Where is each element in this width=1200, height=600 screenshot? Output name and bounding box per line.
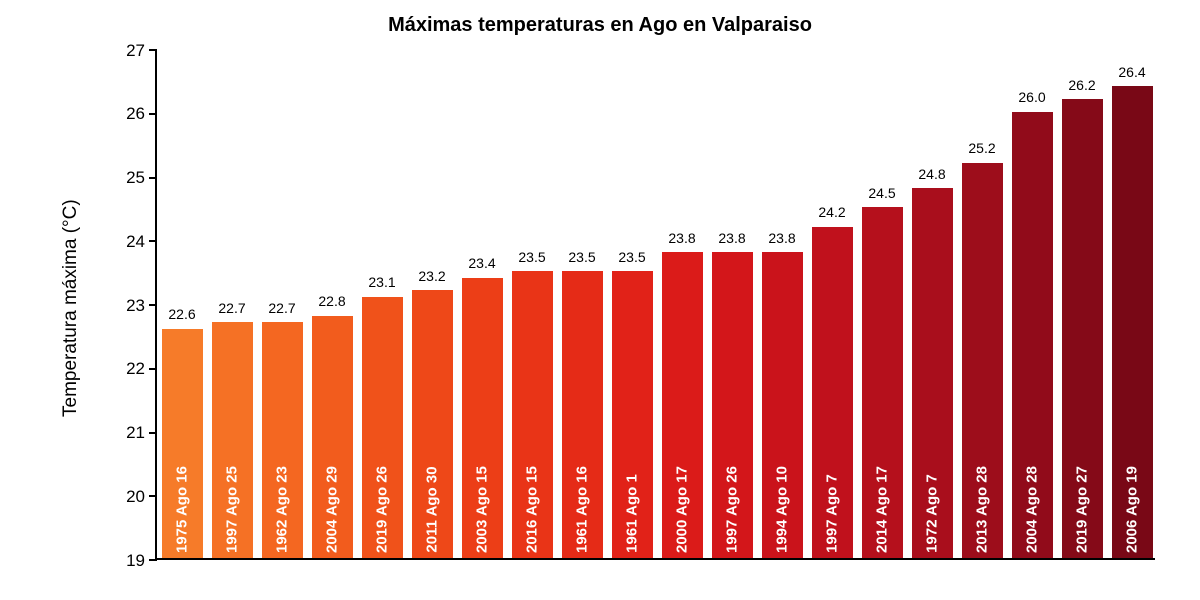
bar: 22.82004 Ago 29 [312,316,353,558]
bar-value-label: 24.2 [818,204,845,220]
bar-category-label: 1997 Ago 26 [724,466,741,553]
y-tick-mark [149,113,157,115]
bar-value-label: 26.0 [1018,89,1045,105]
y-tick-label: 25 [87,168,145,188]
y-tick-mark [149,495,157,497]
y-tick-label: 23 [87,296,145,316]
bar-category-label: 1997 Ago 7 [824,474,841,553]
bar: 23.81994 Ago 10 [762,252,803,558]
bar: 23.22011 Ago 30 [412,290,453,558]
bar-value-label: 24.8 [918,166,945,182]
plot-area: 19202122232425262722.61975 Ago 1622.7199… [155,50,1155,560]
bar-value-label: 22.7 [268,300,295,316]
y-tick-mark [149,177,157,179]
bar-category-label: 1994 Ago 10 [774,466,791,553]
y-tick-mark [149,240,157,242]
bar-value-label: 22.7 [218,300,245,316]
bar: 23.51961 Ago 1 [612,271,653,558]
bar-value-label: 24.5 [868,185,895,201]
bar: 26.22019 Ago 27 [1062,99,1103,558]
y-tick-mark [149,49,157,51]
bar-value-label: 23.4 [468,255,495,271]
bar-value-label: 23.5 [618,249,645,265]
bar: 22.61975 Ago 16 [162,329,203,559]
bar-category-label: 2006 Ago 19 [1124,466,1141,553]
bar-category-label: 2013 Ago 28 [974,466,991,553]
bar-category-label: 1961 Ago 1 [624,474,641,553]
bar: 23.42003 Ago 15 [462,278,503,559]
bar-category-label: 2004 Ago 29 [324,466,341,553]
bar-category-label: 2016 Ago 15 [524,466,541,553]
bar: 24.52014 Ago 17 [862,207,903,558]
bar-category-label: 2019 Ago 26 [374,466,391,553]
y-tick-label: 22 [87,359,145,379]
bar: 22.71997 Ago 25 [212,322,253,558]
chart-container: Máximas temperaturas en Ago en Valparais… [0,0,1200,600]
bar: 23.82000 Ago 17 [662,252,703,558]
y-tick-label: 19 [87,551,145,571]
bar: 23.52016 Ago 15 [512,271,553,558]
chart-title: Máximas temperaturas en Ago en Valparais… [0,14,1200,37]
bar-category-label: 1962 Ago 23 [274,466,291,553]
bar: 23.12019 Ago 26 [362,297,403,558]
bar-category-label: 2011 Ago 30 [424,466,441,552]
y-tick-label: 21 [87,423,145,443]
y-tick-mark [149,304,157,306]
bar: 22.71962 Ago 23 [262,322,303,558]
bar: 24.81972 Ago 7 [912,188,953,558]
y-tick-label: 27 [87,41,145,61]
bar-category-label: 1975 Ago 16 [174,466,191,553]
y-tick-mark [149,432,157,434]
bar: 25.22013 Ago 28 [962,163,1003,558]
bar-value-label: 26.2 [1068,77,1095,93]
bar-value-label: 23.8 [668,230,695,246]
bar-category-label: 2019 Ago 27 [1074,466,1091,553]
bar-value-label: 26.4 [1118,64,1145,80]
y-axis-label: Temperatura máxima (°C) [60,199,82,417]
bar-category-label: 1997 Ago 25 [224,466,241,553]
bar-value-label: 23.8 [768,230,795,246]
bar-category-label: 2000 Ago 17 [674,466,691,553]
y-tick-label: 20 [87,487,145,507]
y-tick-mark [149,559,157,561]
bar-value-label: 23.1 [368,274,395,290]
bar-category-label: 2004 Ago 28 [1024,466,1041,553]
bar-value-label: 23.5 [518,249,545,265]
bar-value-label: 25.2 [968,140,995,156]
bar-value-label: 22.6 [168,306,195,322]
bar-category-label: 2003 Ago 15 [474,466,491,553]
bar: 23.51961 Ago 16 [562,271,603,558]
bar: 24.21997 Ago 7 [812,227,853,559]
y-tick-label: 24 [87,232,145,252]
bar-category-label: 2014 Ago 17 [874,466,891,553]
bar: 26.42006 Ago 19 [1112,86,1153,558]
y-tick-mark [149,368,157,370]
bar-value-label: 23.5 [568,249,595,265]
bar-value-label: 23.2 [418,268,445,284]
bar: 26.02004 Ago 28 [1012,112,1053,558]
bar-value-label: 23.8 [718,230,745,246]
bar-category-label: 1972 Ago 7 [924,474,941,553]
bar-value-label: 22.8 [318,293,345,309]
bar: 23.81997 Ago 26 [712,252,753,558]
bar-category-label: 1961 Ago 16 [574,466,591,553]
y-tick-label: 26 [87,104,145,124]
